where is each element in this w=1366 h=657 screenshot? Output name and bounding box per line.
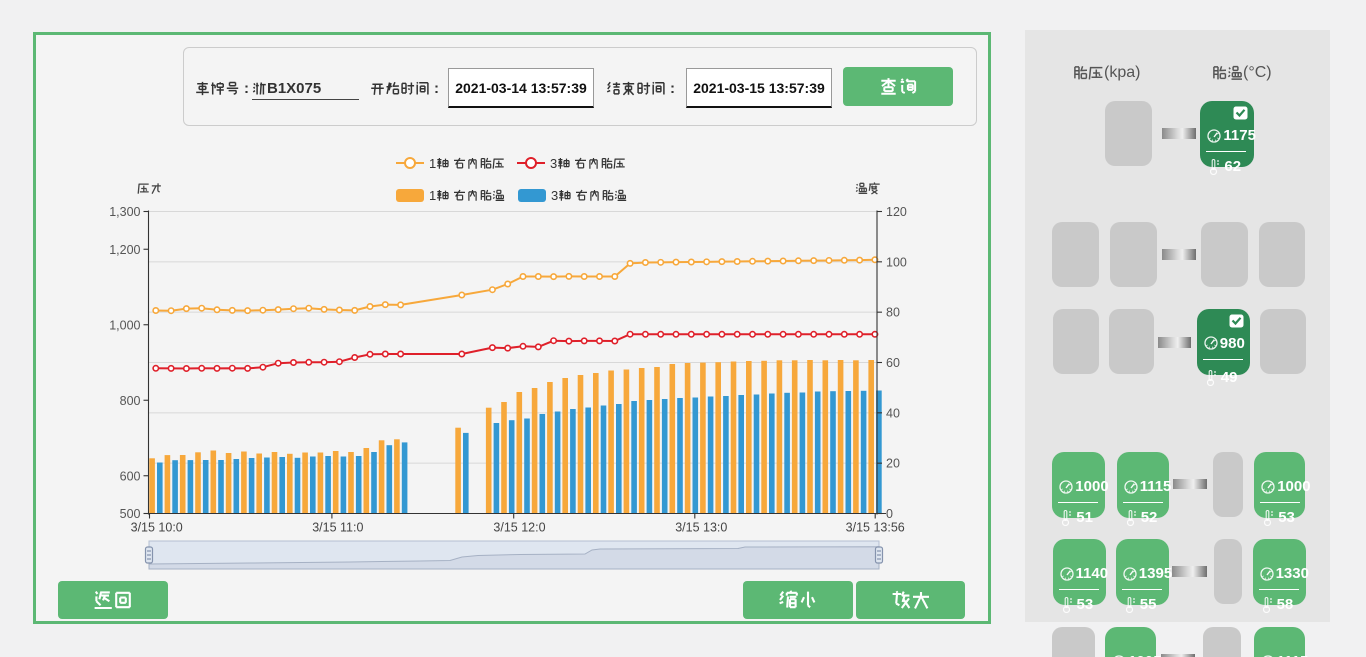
svg-text:3/15 11:0: 3/15 11:0	[312, 521, 363, 535]
svg-text:100: 100	[886, 255, 907, 269]
svg-text:3/15 10:0: 3/15 10:0	[131, 521, 183, 535]
svg-text:1,300: 1,300	[109, 205, 140, 219]
svg-text:600: 600	[120, 469, 141, 483]
svg-text:20: 20	[886, 457, 900, 471]
svg-text:1,000: 1,000	[109, 318, 140, 332]
svg-text:3/15 12:0: 3/15 12:0	[493, 521, 545, 535]
svg-text:1,200: 1,200	[109, 243, 140, 257]
svg-text:3/15 13:0: 3/15 13:0	[675, 521, 727, 535]
svg-text:3/15 13:56: 3/15 13:56	[846, 521, 905, 535]
svg-text:800: 800	[120, 394, 141, 408]
svg-text:40: 40	[886, 406, 900, 420]
svg-text:0: 0	[886, 507, 893, 521]
svg-text:120: 120	[886, 205, 907, 219]
svg-text:60: 60	[886, 356, 900, 370]
svg-text:80: 80	[886, 306, 900, 320]
svg-text:500: 500	[120, 507, 141, 521]
